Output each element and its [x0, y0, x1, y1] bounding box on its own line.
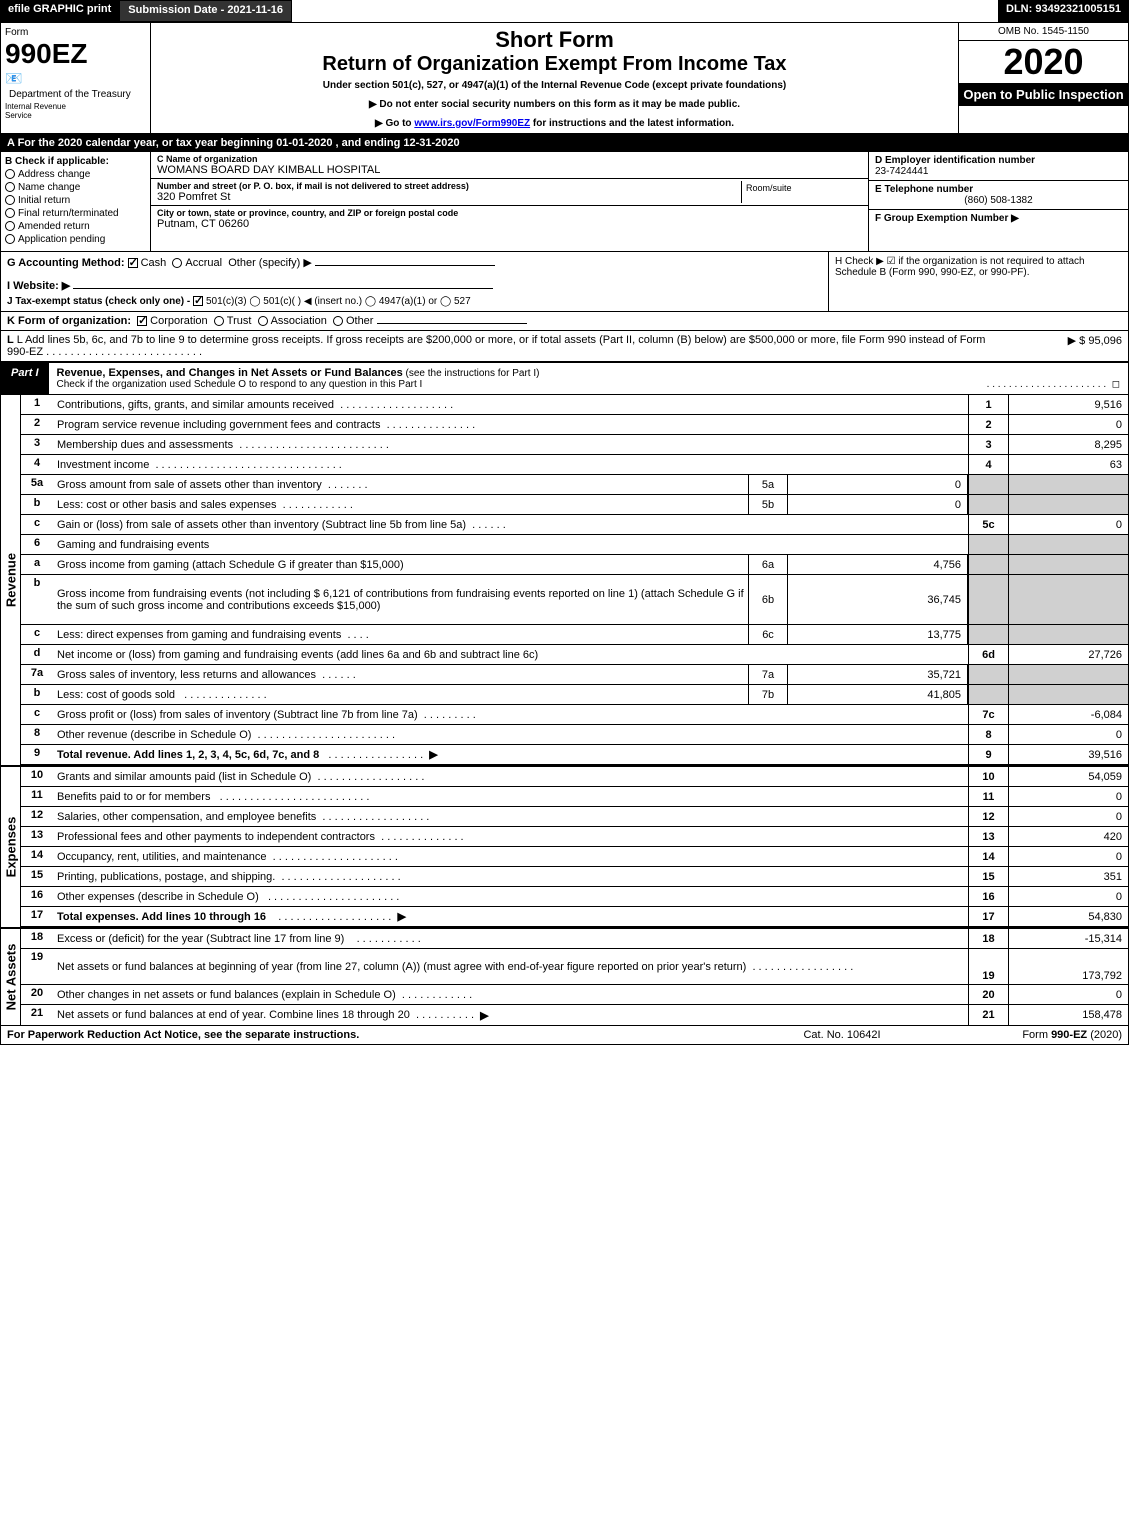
line-7a-value: 35,721: [788, 665, 968, 684]
line-21-value: 158,478: [1008, 1005, 1128, 1025]
rb-association[interactable]: [258, 316, 268, 326]
h-check-box: H Check ▶ ☑ if the organization is not r…: [828, 252, 1128, 311]
open-to-public: Open to Public Inspection: [959, 83, 1128, 106]
goto-notice: ▶ Go to www.irs.gov/Form990EZ for instru…: [155, 118, 954, 129]
line-5b-value: 0: [788, 495, 968, 514]
line-2-value: 0: [1008, 415, 1128, 434]
cb-corporation[interactable]: [137, 316, 147, 326]
tax-year: 2020: [959, 41, 1128, 83]
cb-cash[interactable]: [128, 258, 138, 268]
cb-amended-return[interactable]: Amended return: [5, 221, 146, 232]
part-1-header: Part I Revenue, Expenses, and Changes in…: [1, 362, 1128, 395]
group-exemption-cell: F Group Exemption Number ▶: [869, 210, 1128, 227]
k-row: K Form of organization: Corporation Trus…: [1, 312, 1128, 331]
part-1-label: Part I: [1, 363, 49, 394]
net-assets-section: Net Assets 18Excess or (deficit) for the…: [1, 927, 1128, 1025]
org-city-cell: City or town, state or province, country…: [151, 206, 868, 232]
department-label: Department of the Treasury: [5, 87, 146, 102]
line-16-value: 0: [1008, 887, 1128, 906]
room-suite-label: Room/suite: [742, 181, 862, 203]
net-assets-side-label: Net Assets: [1, 929, 21, 1025]
telephone-cell: E Telephone number (860) 508-1382: [869, 181, 1128, 210]
cb-name-change[interactable]: Name change: [5, 182, 146, 193]
title-box: Short Form Return of Organization Exempt…: [151, 23, 958, 133]
form-header: Form 990EZ 📧 Department of the Treasury …: [1, 23, 1128, 134]
tax-exempt-row: J Tax-exempt status (check only one) - 5…: [7, 296, 822, 307]
line-10-value: 54,059: [1008, 767, 1128, 786]
accounting-website-box: G Accounting Method: Cash Accrual Other …: [1, 252, 828, 311]
accounting-method-row: G Accounting Method: Cash Accrual Other …: [7, 256, 822, 269]
line-7b-value: 41,805: [788, 685, 968, 704]
expenses-section: Expenses 10Grants and similar amounts pa…: [1, 765, 1128, 927]
form-number: 990EZ: [5, 38, 146, 70]
form-id-footer: Form 990-EZ (2020): [942, 1029, 1122, 1041]
irs-link[interactable]: www.irs.gov/Form990EZ: [414, 118, 530, 129]
ssn-notice: ▶ Do not enter social security numbers o…: [155, 99, 954, 110]
revenue-section: Revenue 1Contributions, gifts, grants, a…: [1, 395, 1128, 765]
line-6b-value: 36,745: [788, 575, 968, 624]
cb-initial-return[interactable]: Initial return: [5, 195, 146, 206]
check-b-column: B Check if applicable: Address change Na…: [1, 152, 151, 251]
rb-other[interactable]: [333, 316, 343, 326]
org-address-cell: Number and street (or P. O. box, if mail…: [151, 179, 868, 206]
cb-final-return[interactable]: Final return/terminated: [5, 208, 146, 219]
line-17-value: 54,830: [1008, 907, 1128, 926]
cb-address-change[interactable]: Address change: [5, 169, 146, 180]
line-15-value: 351: [1008, 867, 1128, 886]
form-container: Form 990EZ 📧 Department of the Treasury …: [0, 22, 1129, 1045]
rb-accrual[interactable]: [172, 258, 182, 268]
right-info-column: D Employer identification number 23-7424…: [868, 152, 1128, 251]
line-6d-value: 27,726: [1008, 645, 1128, 664]
line-6c-value: 13,775: [788, 625, 968, 644]
line-3-value: 8,295: [1008, 435, 1128, 454]
form-id-box: Form 990EZ 📧 Department of the Treasury …: [1, 23, 151, 133]
omb-number: OMB No. 1545-1150: [959, 23, 1128, 41]
website-row: I Website: ▶: [7, 279, 822, 292]
cb-application-pending[interactable]: Application pending: [5, 234, 146, 245]
efile-print-label[interactable]: efile GRAPHIC print: [0, 0, 119, 22]
revenue-side-label: Revenue: [1, 395, 21, 765]
cb-501c3[interactable]: [193, 296, 203, 306]
line-7c-value: -6,084: [1008, 705, 1128, 724]
l-gross-receipts: ▶ $ 95,096: [1002, 334, 1122, 358]
ein-cell: D Employer identification number 23-7424…: [869, 152, 1128, 181]
line-18-value: -15,314: [1008, 929, 1128, 948]
part-1-title: Revenue, Expenses, and Changes in Net As…: [49, 363, 1128, 394]
catalog-number: Cat. No. 10642I: [742, 1029, 942, 1041]
line-1-value: 9,516: [1008, 395, 1128, 414]
top-bar: efile GRAPHIC print Submission Date - 20…: [0, 0, 1129, 22]
org-name-cell: C Name of organization WOMANS BOARD DAY …: [151, 152, 868, 179]
line-4-value: 63: [1008, 455, 1128, 474]
paperwork-notice: For Paperwork Reduction Act Notice, see …: [7, 1029, 742, 1041]
l-row: L L Add lines 5b, 6c, and 7b to line 9 t…: [1, 331, 1128, 362]
form-word: Form: [5, 27, 146, 38]
line-12-value: 0: [1008, 807, 1128, 826]
line-14-value: 0: [1008, 847, 1128, 866]
submission-date: Submission Date - 2021-11-16: [119, 0, 292, 22]
line-19-value: 173,792: [1008, 949, 1128, 984]
org-info-column: C Name of organization WOMANS BOARD DAY …: [151, 152, 868, 251]
check-b-title: B Check if applicable:: [5, 156, 146, 167]
short-form-title: Short Form: [155, 27, 954, 53]
line-5c-value: 0: [1008, 515, 1128, 534]
line-5a-value: 0: [788, 475, 968, 494]
rb-trust[interactable]: [214, 316, 224, 326]
line-13-value: 420: [1008, 827, 1128, 846]
expenses-side-label: Expenses: [1, 767, 21, 927]
line-6a-value: 4,756: [788, 555, 968, 574]
main-title: Return of Organization Exempt From Incom…: [155, 53, 954, 76]
line-9-value: 39,516: [1008, 745, 1128, 764]
line-8-value: 0: [1008, 725, 1128, 744]
section-a: B Check if applicable: Address change Na…: [1, 152, 1128, 252]
schedule-o-checkbox[interactable]: ◻: [1112, 379, 1120, 390]
irs-label: Internal RevenueService: [5, 102, 146, 120]
dln: DLN: 93492321005151: [998, 0, 1129, 22]
period-row: A For the 2020 calendar year, or tax yea…: [1, 134, 1128, 152]
line-11-value: 0: [1008, 787, 1128, 806]
right-header-box: OMB No. 1545-1150 2020 Open to Public In…: [958, 23, 1128, 133]
line-20-value: 0: [1008, 985, 1128, 1004]
under-section: Under section 501(c), 527, or 4947(a)(1)…: [155, 80, 954, 91]
form-footer: For Paperwork Reduction Act Notice, see …: [1, 1025, 1128, 1044]
